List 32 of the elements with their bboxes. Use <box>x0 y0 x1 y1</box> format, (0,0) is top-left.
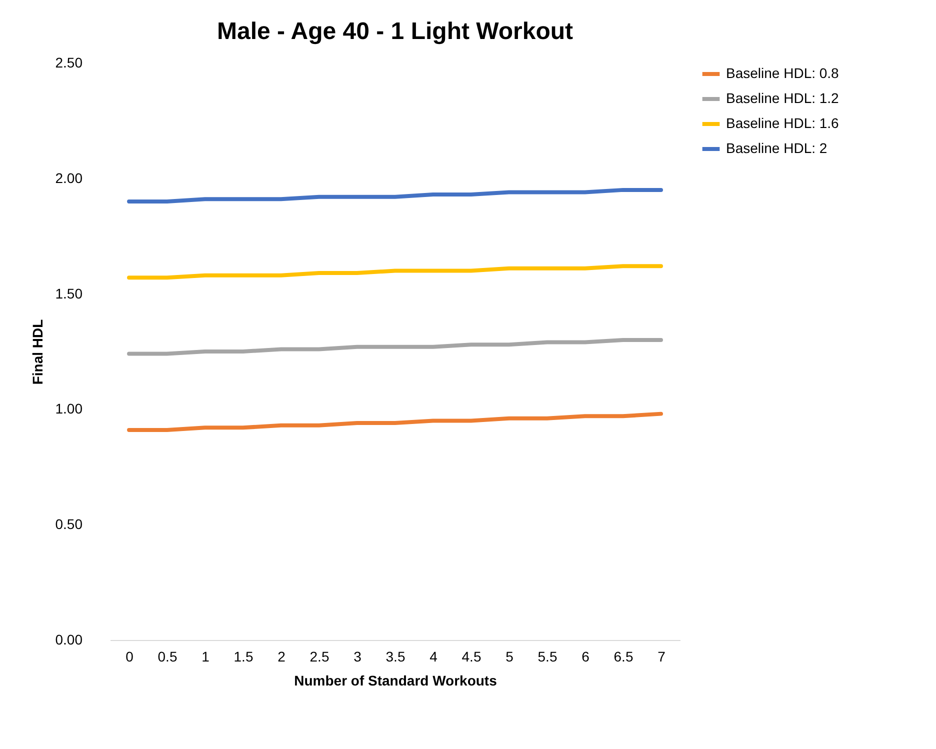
x-tick-label: 3 <box>354 648 362 664</box>
x-tick-label: 5 <box>506 648 514 664</box>
line-series <box>127 338 663 356</box>
x-tick-label: 3.5 <box>386 648 406 664</box>
line-series <box>127 264 663 280</box>
legend-label: Baseline HDL: 2 <box>726 140 828 156</box>
y-tick-label: 0.00 <box>55 632 83 648</box>
x-tick-label: 5.5 <box>538 648 558 664</box>
x-tick-label: 4 <box>430 648 438 664</box>
legend-label: Baseline HDL: 1.6 <box>726 115 840 131</box>
x-tick-label: 0 <box>126 648 134 664</box>
x-tick-label: 6 <box>582 648 590 664</box>
chart-title: Male - Age 40 - 1 Light Workout <box>216 18 574 45</box>
y-tick-label: 0.50 <box>55 516 83 532</box>
x-tick-label: 1 <box>202 648 210 664</box>
y-axis-title: Final HDL <box>29 318 46 385</box>
line-series <box>127 188 663 204</box>
x-tick-label: 1.5 <box>234 648 254 664</box>
x-tick-label: 2.5 <box>310 648 330 664</box>
legend-label: Baseline HDL: 0.8 <box>726 65 840 81</box>
x-tick-label: 0.5 <box>158 648 178 664</box>
x-tick-label: 2 <box>278 648 286 664</box>
y-tick-label: 1.00 <box>55 400 83 417</box>
x-tick-label: 6.5 <box>614 648 634 664</box>
x-tick-label: 7 <box>658 648 666 664</box>
x-axis-title: Number of Standard Workouts <box>294 672 498 688</box>
line-series <box>127 412 663 432</box>
y-tick-label: 2.50 <box>55 54 83 70</box>
y-tick-label: 2.00 <box>55 170 83 186</box>
y-tick-label: 1.50 <box>55 285 83 302</box>
legend-label: Baseline HDL: 1.2 <box>726 90 840 106</box>
x-tick-label: 4.5 <box>462 648 482 664</box>
